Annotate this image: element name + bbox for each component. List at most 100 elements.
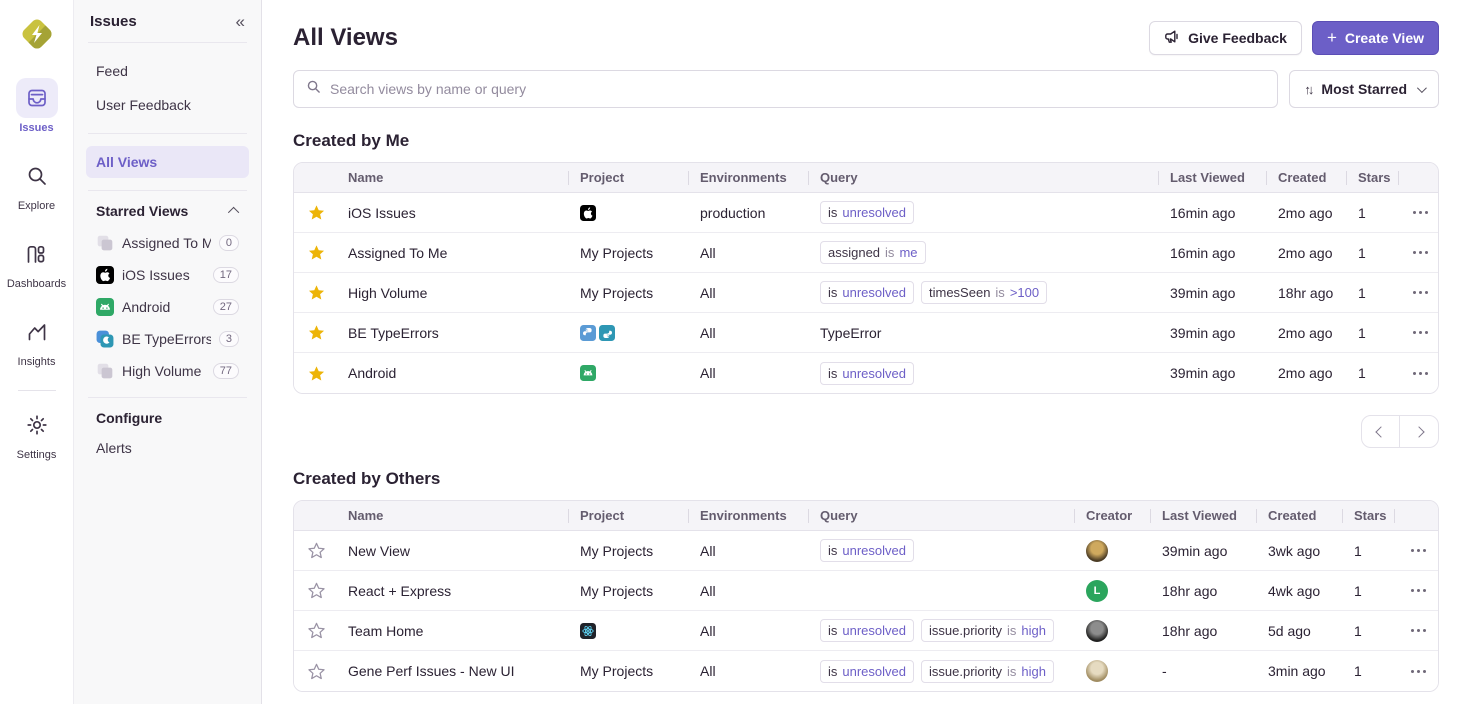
project-cell — [570, 622, 690, 639]
python-blue-project-icon — [580, 324, 596, 341]
create-view-button[interactable]: + Create View — [1311, 21, 1439, 55]
view-row: New View My Projects All is unresolved 39min … — [294, 531, 1438, 571]
row-menu-button[interactable] — [1410, 322, 1430, 344]
view-name-link[interactable]: iOS Issues — [348, 204, 416, 221]
creator-avatar — [1086, 539, 1108, 562]
sidebar-item-feed[interactable]: Feed — [96, 63, 128, 79]
query-chip: is unresolved — [820, 361, 914, 385]
star-toggle-button[interactable] — [294, 582, 338, 599]
sidebar-item-alerts[interactable]: Alerts — [96, 440, 132, 456]
project-label: My Projects — [580, 244, 654, 261]
collapse-sidebar-icon[interactable]: « — [235, 11, 245, 31]
view-name-link[interactable]: Gene Perf Issues - New UI — [348, 663, 515, 679]
star-toggle-button[interactable] — [294, 622, 338, 639]
divider — [88, 133, 247, 134]
row-menu-button[interactable] — [1406, 580, 1430, 602]
divider — [88, 42, 247, 43]
view-name-link[interactable]: Assigned To Me — [348, 244, 448, 261]
environments-cell: All — [700, 663, 716, 679]
environments-cell: All — [700, 365, 716, 381]
previous-page-button[interactable] — [1362, 416, 1400, 447]
sidebar-starred-item[interactable]: High Volume 77 — [86, 355, 249, 387]
view-row: Assigned To Me My Projects All assigned is me… — [294, 233, 1438, 273]
row-menu-button[interactable] — [1406, 660, 1430, 682]
view-name-link[interactable]: High Volume — [348, 284, 428, 301]
sidebar-starred-item[interactable]: BE TypeErrors 3 — [86, 323, 249, 355]
rail-label: Dashboards — [6, 278, 67, 290]
starred-views-section-label: Starred Views — [96, 203, 189, 219]
star-toggle-button[interactable] — [294, 663, 338, 680]
last-viewed-cell: 16min ago — [1170, 204, 1236, 221]
row-menu-button[interactable] — [1410, 242, 1430, 264]
issues-icon — [15, 78, 58, 118]
star-toggle-button[interactable] — [294, 204, 338, 221]
give-feedback-button[interactable]: Give Feedback — [1149, 21, 1302, 55]
environments-cell: All — [700, 622, 716, 639]
last-viewed-cell: - — [1162, 663, 1167, 679]
sidebar-starred-item[interactable]: Android 27 — [86, 291, 249, 323]
configure-section-label: Configure — [96, 410, 163, 426]
star-toggle-button[interactable] — [294, 244, 338, 261]
sidebar-starred-item[interactable]: iOS Issues 17 — [86, 259, 249, 291]
created-cell: 3wk ago — [1268, 542, 1321, 559]
row-menu-button[interactable] — [1410, 202, 1430, 224]
query-chip: issue.priority is high — [921, 659, 1054, 683]
view-name-link[interactable]: Android — [348, 365, 397, 381]
creator-cell — [1076, 660, 1152, 682]
query-chip: issue.priority is high — [921, 619, 1054, 642]
star-toggle-button[interactable] — [294, 542, 338, 559]
rail-label: Issues — [19, 122, 54, 134]
creator-avatar — [1086, 619, 1108, 642]
stars-count-cell: 1 — [1354, 622, 1362, 639]
stack-project-icon — [96, 234, 114, 252]
view-name-link[interactable]: New View — [348, 542, 410, 559]
rail-item-explore[interactable]: Explore — [16, 156, 58, 212]
column-header: Query — [810, 170, 1160, 185]
view-name-link[interactable]: BE TypeErrors — [348, 324, 439, 341]
chevron-right-icon — [1413, 425, 1425, 438]
row-menu-button[interactable] — [1406, 540, 1430, 562]
sidebar-item-user-feedback[interactable]: User Feedback — [96, 97, 191, 113]
rail-label: Insights — [17, 356, 56, 368]
star-toggle-button[interactable] — [294, 365, 338, 382]
sort-dropdown[interactable]: ↑↓ Most Starred — [1289, 70, 1439, 108]
stars-count-cell: 1 — [1358, 204, 1366, 221]
star-toggle-button[interactable] — [294, 324, 338, 341]
star-filled-icon — [308, 284, 325, 301]
search-input[interactable] — [330, 81, 1266, 97]
created-by-others-table: Name Project Environments Query Creator Last … — [293, 500, 1439, 692]
view-name-link[interactable]: Team Home — [348, 622, 424, 639]
rail-item-settings[interactable]: Settings — [16, 405, 58, 461]
query-cell: is unresolved — [810, 539, 1076, 562]
project-cell: My Projects — [570, 583, 690, 599]
row-menu-button[interactable] — [1406, 620, 1430, 642]
view-row: iOS Issues production is unresolved 16min a… — [294, 193, 1438, 233]
rail-item-dashboards[interactable]: Dashboards — [7, 234, 66, 290]
view-name-link[interactable]: React + Express — [348, 582, 452, 599]
chevron-up-icon[interactable] — [227, 206, 240, 219]
star-outline-icon — [307, 663, 325, 680]
rail-item-issues[interactable]: Issues — [15, 78, 58, 134]
created-cell: 2mo ago — [1278, 204, 1333, 221]
query-chip: is unresolved — [820, 281, 914, 304]
sidebar-title: Issues — [90, 12, 137, 30]
star-toggle-button[interactable] — [294, 284, 338, 301]
sentry-logo[interactable] — [17, 14, 57, 54]
last-viewed-cell: 39min ago — [1170, 365, 1236, 381]
chevron-left-icon — [1374, 425, 1387, 438]
view-row: Gene Perf Issues - New UI My Projects All i… — [294, 651, 1438, 691]
column-header: Environments — [690, 508, 810, 523]
column-header: Created — [1258, 508, 1344, 523]
project-label: My Projects — [580, 542, 654, 559]
view-row: BE TypeErrors All TypeError 39min ago 2mo a… — [294, 313, 1438, 353]
starred-views-list: Assigned To Me 0 iOS Issues 17 Android 27 B… — [86, 227, 249, 387]
sidebar-item-all-views[interactable]: All Views — [86, 146, 249, 178]
row-menu-button[interactable] — [1410, 362, 1430, 384]
creator-avatar: L — [1086, 579, 1108, 602]
next-page-button[interactable] — [1400, 416, 1438, 447]
rail-item-insights[interactable]: Insights — [16, 312, 58, 368]
rail-label: Explore — [17, 200, 56, 212]
sidebar-starred-item[interactable]: Assigned To Me 0 — [86, 227, 249, 259]
row-menu-button[interactable] — [1410, 282, 1430, 304]
star-filled-icon — [308, 324, 325, 341]
